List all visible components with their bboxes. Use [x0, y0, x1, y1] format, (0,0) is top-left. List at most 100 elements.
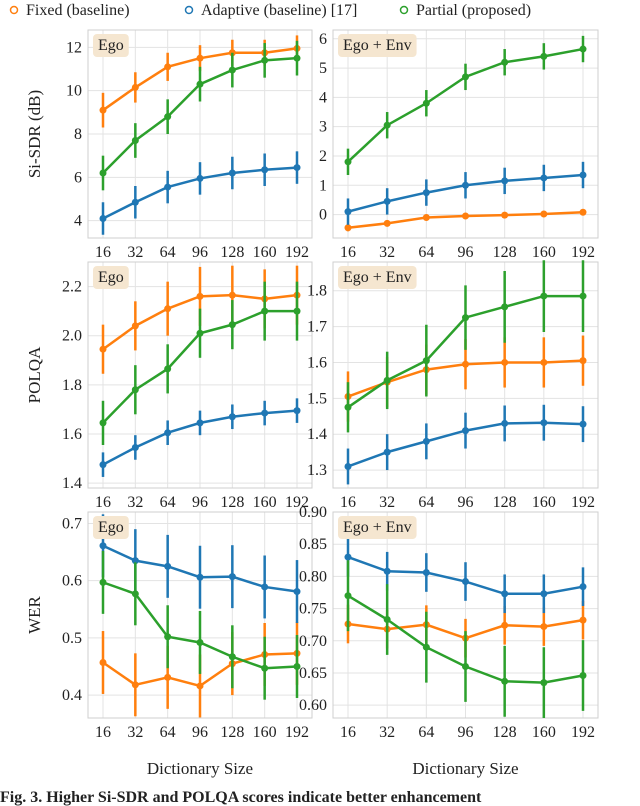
point: [228, 66, 236, 74]
point: [422, 437, 430, 445]
point: [131, 83, 139, 91]
y-tick-label: 10: [66, 83, 82, 100]
plot-frame: [87, 261, 313, 489]
panel-label: Ego + Env: [343, 269, 412, 286]
y-tick-label: 1.4: [62, 475, 82, 492]
point: [462, 663, 469, 670]
x-axis-label: Dictionary Size: [412, 759, 518, 778]
point: [164, 305, 172, 313]
x-tick-label: 160: [253, 494, 277, 511]
x-tick-label: 16: [95, 494, 111, 511]
y-tick-label: 0.6: [62, 573, 82, 590]
point: [540, 623, 548, 631]
panel-label: Ego: [98, 519, 124, 536]
legend-label: Partial (proposed): [416, 2, 531, 19]
point: [383, 567, 391, 575]
y-tick-label: 0.85: [299, 536, 327, 553]
point: [164, 673, 172, 681]
point: [540, 419, 548, 427]
legend-marker: [9, 5, 19, 15]
x-tick-label: 16: [95, 724, 111, 741]
point: [164, 63, 172, 71]
point: [422, 99, 430, 107]
panel: 0.4 0.5 0.6 0.7 16 32 64 96 128 160 192 WER Dictiona…: [25, 511, 313, 778]
y-tick-label: 8: [74, 126, 82, 143]
point: [579, 292, 587, 300]
point: [462, 360, 469, 368]
panel-label: Ego + Env: [343, 37, 412, 54]
y-tick-label: 12: [66, 39, 82, 56]
point: [196, 174, 204, 182]
point: [540, 358, 548, 366]
point: [579, 672, 587, 680]
legend-label: Adaptive (baseline) [17]: [201, 2, 357, 19]
point: [422, 569, 430, 577]
point: [164, 562, 172, 570]
point: [99, 461, 107, 469]
point: [196, 573, 204, 581]
point: [344, 462, 352, 470]
point: [540, 52, 548, 60]
point: [422, 213, 430, 221]
y-tick-label: 2.2: [62, 279, 82, 296]
x-tick-label: 160: [532, 724, 556, 741]
point: [579, 357, 587, 365]
point: [196, 329, 204, 337]
plot-frame: [87, 511, 313, 719]
point: [501, 419, 509, 427]
legend-marker: [399, 5, 409, 15]
point: [196, 419, 204, 427]
x-tick-label: 160: [253, 244, 277, 261]
point: [164, 183, 172, 191]
point: [228, 573, 236, 581]
legend-marker: [184, 5, 194, 15]
point: [293, 663, 301, 670]
panel-label-box: [93, 266, 129, 289]
x-axis-label: Dictionary Size: [147, 759, 253, 778]
panel: 4 6 8 10 12 16 32 64 96 128 160 192 Si-SDR (dB) Ego: [25, 29, 313, 261]
x-tick-label: 192: [285, 724, 309, 741]
point: [228, 413, 236, 421]
point: [131, 443, 139, 451]
point: [462, 314, 469, 322]
plot-frame: [332, 261, 599, 489]
point: [579, 420, 587, 428]
point: [293, 307, 301, 315]
point: [99, 542, 107, 550]
y-tick-label: 0.60: [299, 697, 327, 714]
point: [383, 197, 391, 205]
point: [579, 616, 587, 624]
x-tick-label: 16: [95, 244, 111, 261]
x-tick-label: 160: [253, 724, 277, 741]
point: [501, 621, 509, 629]
point: [344, 224, 352, 232]
point: [131, 557, 139, 565]
point: [540, 679, 548, 687]
point: [501, 677, 509, 685]
point: [131, 681, 139, 689]
point: [383, 376, 391, 384]
point: [540, 590, 548, 598]
panel-label: Ego + Env: [343, 519, 412, 536]
x-tick-label: 192: [571, 494, 595, 511]
point: [228, 291, 236, 299]
point: [261, 166, 269, 174]
y-tick-label: 4: [319, 89, 327, 106]
point: [462, 181, 469, 189]
point: [344, 158, 352, 166]
point: [344, 592, 352, 600]
panel-label-box: [338, 266, 417, 289]
panel-label-box: [338, 516, 417, 539]
y-tick-label: 1.8: [307, 283, 327, 300]
x-tick-label: 64: [160, 724, 176, 741]
point: [99, 215, 107, 222]
x-tick-label: 128: [220, 494, 244, 511]
point: [344, 208, 352, 216]
point: [99, 419, 107, 427]
y-tick-label: 0.5: [62, 630, 82, 647]
point: [293, 54, 301, 62]
y-tick-label: 1.7: [307, 319, 327, 336]
point: [462, 578, 469, 586]
y-tick-label: 2: [319, 148, 327, 165]
x-tick-label: 192: [285, 244, 309, 261]
